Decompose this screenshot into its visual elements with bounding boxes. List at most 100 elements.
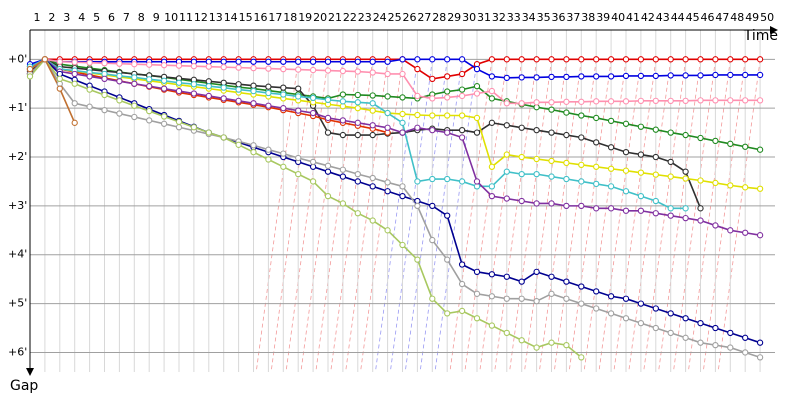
data-point xyxy=(86,59,93,66)
data-point xyxy=(473,83,481,90)
x-tick-label: 13 xyxy=(209,11,223,24)
data-point xyxy=(369,183,376,190)
data-point xyxy=(593,139,600,146)
data-point xyxy=(607,73,615,80)
data-point xyxy=(369,100,376,107)
data-point xyxy=(339,131,347,139)
data-point xyxy=(756,339,764,346)
y-axis-title: Gap xyxy=(10,378,38,394)
reference-line xyxy=(479,59,523,373)
x-tick-label: 10 xyxy=(164,11,178,24)
data-point xyxy=(578,161,585,168)
data-point xyxy=(280,58,287,65)
data-point xyxy=(280,65,287,73)
data-point xyxy=(503,295,510,302)
data-point xyxy=(458,112,466,119)
data-point xyxy=(712,97,719,104)
x-tick-label: 43 xyxy=(656,11,670,24)
data-point xyxy=(369,92,376,99)
data-point xyxy=(488,163,496,170)
data-point xyxy=(637,123,645,130)
data-point xyxy=(146,117,153,124)
data-point xyxy=(742,56,749,63)
data-point xyxy=(250,148,257,156)
data-point xyxy=(414,111,421,119)
data-point xyxy=(518,74,525,81)
data-point xyxy=(622,207,630,214)
reference-line xyxy=(687,59,731,373)
data-point xyxy=(384,188,391,195)
data-point xyxy=(280,84,287,91)
data-point xyxy=(101,106,108,114)
data-point xyxy=(727,56,734,63)
data-point xyxy=(578,354,585,361)
data-point xyxy=(250,87,257,95)
data-point xyxy=(369,217,376,224)
data-point xyxy=(146,61,153,68)
reference-line xyxy=(509,59,552,373)
data-point xyxy=(339,117,347,124)
data-point xyxy=(160,62,168,69)
data-point xyxy=(86,103,93,110)
x-tick-label: 19 xyxy=(298,11,312,24)
data-point xyxy=(235,141,242,148)
data-point xyxy=(295,58,302,65)
data-point xyxy=(280,163,287,170)
data-point xyxy=(578,134,585,141)
data-point xyxy=(742,349,749,356)
data-point xyxy=(324,58,332,65)
data-point xyxy=(697,319,704,327)
data-point xyxy=(578,202,585,210)
data-point xyxy=(742,97,749,104)
data-point xyxy=(444,310,451,317)
data-point xyxy=(503,56,510,63)
data-point xyxy=(578,300,585,307)
data-point xyxy=(414,92,421,100)
data-point xyxy=(652,126,659,133)
x-tick-label: 5 xyxy=(93,11,100,24)
x-axis-title: Time xyxy=(743,28,778,44)
data-point xyxy=(116,97,123,104)
x-tick-label: 50 xyxy=(760,11,774,24)
y-tick-label: +4' xyxy=(8,248,27,261)
x-tick-label: 14 xyxy=(224,11,238,24)
x-axis-arrow xyxy=(770,26,778,34)
data-point xyxy=(250,82,257,89)
data-point xyxy=(607,310,615,317)
data-point xyxy=(295,170,302,178)
data-point xyxy=(190,124,198,131)
data-point xyxy=(429,75,436,83)
data-point xyxy=(593,56,600,63)
x-tick-label: 21 xyxy=(328,11,342,24)
data-point xyxy=(324,67,332,74)
plot xyxy=(26,56,764,361)
data-point xyxy=(324,192,332,200)
data-point xyxy=(175,124,183,131)
data-point xyxy=(503,195,510,202)
data-point xyxy=(384,93,391,100)
data-point xyxy=(667,173,674,180)
data-point xyxy=(667,129,674,136)
data-point xyxy=(756,97,764,104)
data-point xyxy=(518,197,525,205)
data-point xyxy=(682,334,689,341)
data-point xyxy=(697,72,704,79)
data-point xyxy=(727,97,734,104)
data-point xyxy=(578,178,585,185)
series-line xyxy=(29,58,702,209)
data-point xyxy=(473,129,481,136)
data-point xyxy=(339,173,347,180)
data-point xyxy=(488,183,496,190)
data-point xyxy=(250,100,257,107)
x-tick-label: 18 xyxy=(283,11,297,24)
reference-line xyxy=(538,59,582,373)
data-point xyxy=(622,56,630,63)
data-point xyxy=(220,84,227,91)
data-point xyxy=(414,56,421,63)
data-point xyxy=(444,112,451,119)
data-point xyxy=(682,175,689,182)
data-point xyxy=(712,71,719,79)
data-point xyxy=(548,200,555,207)
data-point xyxy=(324,129,332,136)
